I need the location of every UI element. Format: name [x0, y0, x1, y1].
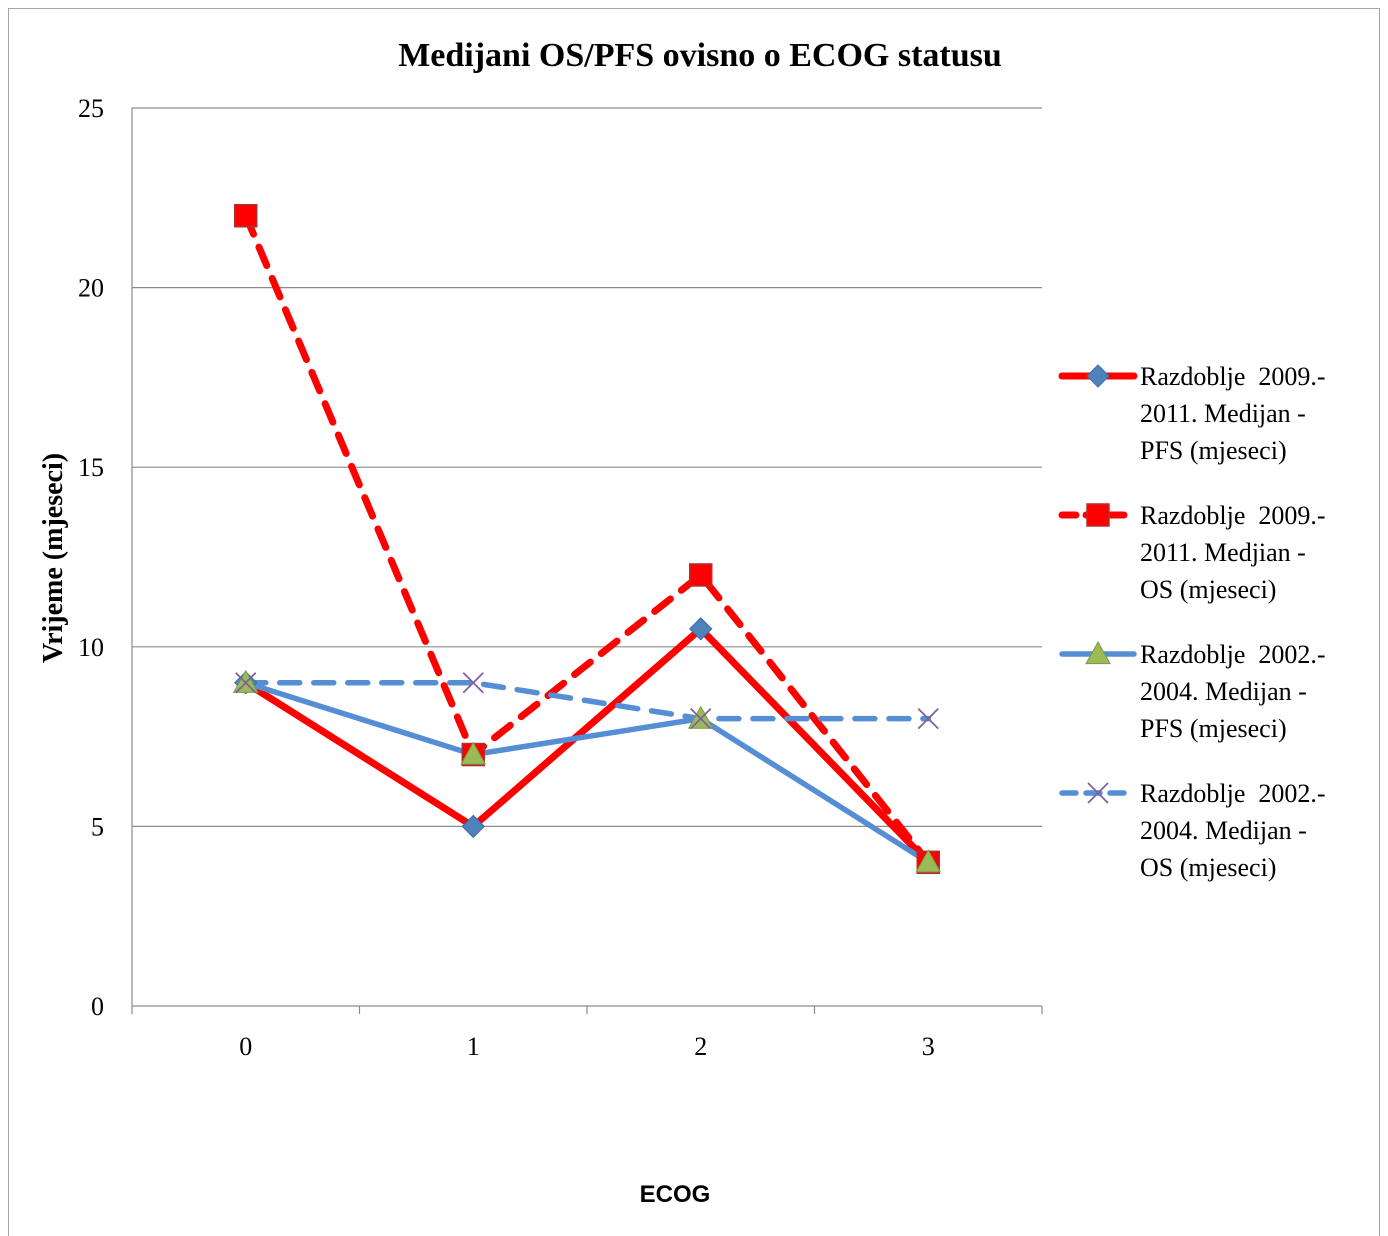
legend-label: OS (mjeseci) — [1140, 853, 1276, 882]
gridlines — [132, 107, 1042, 828]
legend-label: 2011. Medijan - — [1140, 399, 1306, 428]
series-line-4 — [243, 679, 931, 722]
legend-marker — [1085, 640, 1111, 665]
series-line-2 — [242, 212, 932, 866]
legend-label: Razdoblje 2002.- — [1140, 640, 1326, 669]
legend-label: PFS (mjeseci) — [1140, 714, 1287, 743]
legend-label: Razdoblje 2009.- — [1140, 362, 1326, 391]
series-line-1 — [242, 625, 932, 866]
legend-entry-3: Razdoblje 2002.- 2004. Medijan - PFS (mjes… — [1059, 640, 1326, 743]
y-tick-labels: 0 5 10 15 20 25 — [78, 94, 104, 1021]
x-tick-label: 1 — [467, 1032, 480, 1061]
legend-label: 2011. Medjian - — [1140, 538, 1306, 567]
legend-label: Razdoblje 2009.- — [1140, 501, 1326, 530]
data-point-series-1 — [461, 814, 485, 839]
legend: Razdoblje 2009.- 2011. Medijan - PFS (mjes… — [1058, 362, 1326, 882]
x-tick-label: 3 — [922, 1032, 935, 1061]
series-lines — [242, 212, 932, 866]
legend-entry-4: Razdoblje 2002.- 2004. Medijan - OS (mjese… — [1059, 779, 1326, 882]
legend-marker — [1087, 782, 1109, 804]
y-tick-label: 10 — [78, 633, 104, 662]
data-point-series-2 — [689, 563, 713, 587]
data-point-series-3 — [460, 741, 487, 765]
legend-label: PFS (mjeseci) — [1140, 436, 1287, 465]
y-tick-label: 20 — [78, 274, 104, 303]
x-tick-label: 2 — [694, 1032, 707, 1061]
data-point-series-4 — [462, 672, 484, 694]
y-tick-label: 0 — [91, 992, 104, 1021]
x-tick-labels: 0 1 2 3 — [239, 1032, 935, 1061]
x-tick-label: 0 — [239, 1032, 252, 1061]
y-axis-label: Vrijeme (mjeseci) — [38, 453, 69, 663]
y-tick-label: 25 — [78, 94, 104, 123]
legend-label: 2004. Medijan - — [1140, 816, 1307, 845]
data-point-series-3 — [915, 849, 942, 873]
legend-marker — [1086, 364, 1110, 388]
series-line-3 — [243, 679, 931, 866]
x-axis-label: ECOG — [640, 1181, 711, 1208]
data-point-series-4 — [690, 708, 712, 730]
data-point-series-2 — [234, 204, 258, 228]
y-tick-label: 5 — [91, 812, 104, 841]
series-markers — [232, 204, 942, 875]
legend-label: Razdoblje 2002.- — [1140, 779, 1326, 808]
chart-title: Medijani OS/PFS ovisno o ECOG statusu — [398, 37, 1002, 74]
legend-marker — [1086, 503, 1110, 527]
y-tick-label: 15 — [78, 453, 104, 482]
legend-label: OS (mjeseci) — [1140, 575, 1276, 604]
data-point-series-4 — [917, 708, 939, 730]
chart-frame — [8, 8, 1380, 1236]
legend-entry-1: Razdoblje 2009.- 2011. Medijan - PFS (mjes… — [1058, 362, 1326, 465]
axes — [131, 108, 1043, 1014]
legend-label: 2004. Medijan - — [1140, 677, 1307, 706]
legend-entry-2: Razdoblje 2009.- 2011. Medjian - OS (mjese… — [1058, 501, 1326, 604]
data-point-series-1 — [689, 617, 713, 641]
data-point-series-4 — [235, 672, 257, 694]
